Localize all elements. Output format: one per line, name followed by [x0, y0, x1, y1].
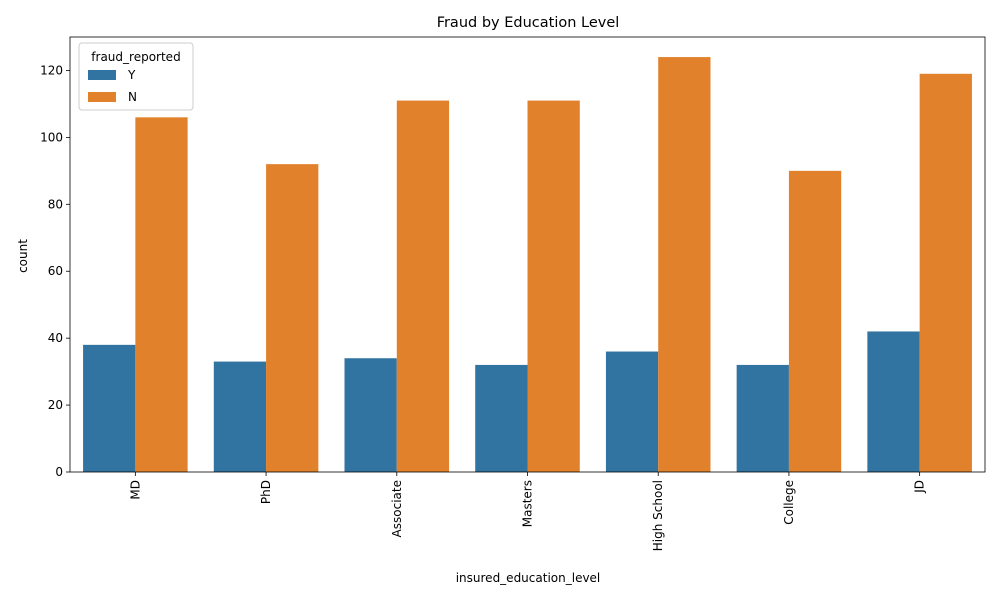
- x-tick-label: Associate: [390, 480, 404, 537]
- bar-associate-n: [396, 100, 450, 473]
- bars-group: [83, 57, 972, 473]
- bar-college-n: [788, 170, 842, 472]
- legend: fraud_reported Y N: [78, 42, 194, 111]
- bar-phd-y: [213, 361, 267, 472]
- x-tick-label: MD: [128, 480, 142, 500]
- bar-phd-n: [266, 164, 319, 472]
- chart-title: Fraud by Education Level: [437, 15, 620, 31]
- y-axis-label: count: [16, 239, 30, 273]
- bar-jd-y: [867, 331, 920, 472]
- bar-masters-y: [475, 364, 528, 472]
- y-tick-label: 80: [48, 197, 63, 211]
- legend-swatch-y: [88, 70, 116, 80]
- bar-college-y: [736, 364, 789, 472]
- y-tick-label: 40: [48, 331, 63, 345]
- y-axis: 0 20 40 60 80 100 120: [40, 63, 70, 479]
- x-tick-label: High School: [651, 480, 665, 551]
- legend-title: fraud_reported: [91, 50, 180, 64]
- y-tick-label: 120: [40, 63, 63, 77]
- bar-associate-y: [344, 358, 397, 472]
- bar-high-school-y: [605, 351, 659, 472]
- y-tick-label: 0: [55, 465, 63, 479]
- y-tick-label: 100: [40, 130, 63, 144]
- x-tick-label: PhD: [259, 480, 273, 504]
- x-tick-label: College: [782, 480, 796, 525]
- bar-masters-n: [527, 100, 580, 473]
- x-tick-label: JD: [913, 480, 927, 494]
- x-tick-label: Masters: [521, 480, 535, 527]
- plot-frame: [69, 36, 986, 473]
- y-tick-label: 60: [48, 264, 63, 278]
- legend-label-n: N: [128, 90, 137, 104]
- legend-label-y: Y: [127, 68, 136, 82]
- bar-md-n: [135, 117, 188, 473]
- x-axis-label: insured_education_level: [456, 571, 601, 585]
- bar-high-school-n: [658, 57, 711, 472]
- bar-md-y: [83, 344, 136, 472]
- y-tick-label: 20: [48, 398, 63, 412]
- bar-jd-n: [919, 73, 972, 473]
- x-axis: MD PhD Associate Masters High School College J…: [128, 472, 927, 551]
- legend-swatch-n: [88, 92, 116, 102]
